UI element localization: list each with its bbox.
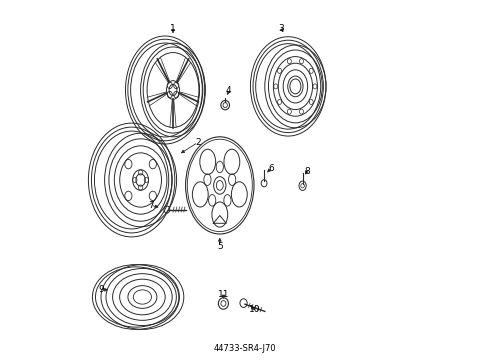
Text: 11: 11 bbox=[218, 290, 229, 299]
Text: 5: 5 bbox=[217, 242, 222, 251]
Text: 6: 6 bbox=[268, 164, 274, 173]
Text: 7: 7 bbox=[148, 201, 153, 210]
Text: 4: 4 bbox=[226, 86, 232, 95]
Text: 3: 3 bbox=[278, 24, 284, 33]
Ellipse shape bbox=[290, 79, 301, 94]
Text: 9: 9 bbox=[99, 285, 104, 294]
Text: 2: 2 bbox=[196, 138, 201, 147]
Text: 44733-SR4-J70: 44733-SR4-J70 bbox=[214, 344, 276, 353]
Text: 1: 1 bbox=[170, 24, 176, 33]
Text: 8: 8 bbox=[304, 166, 310, 176]
Text: 10: 10 bbox=[249, 305, 261, 314]
